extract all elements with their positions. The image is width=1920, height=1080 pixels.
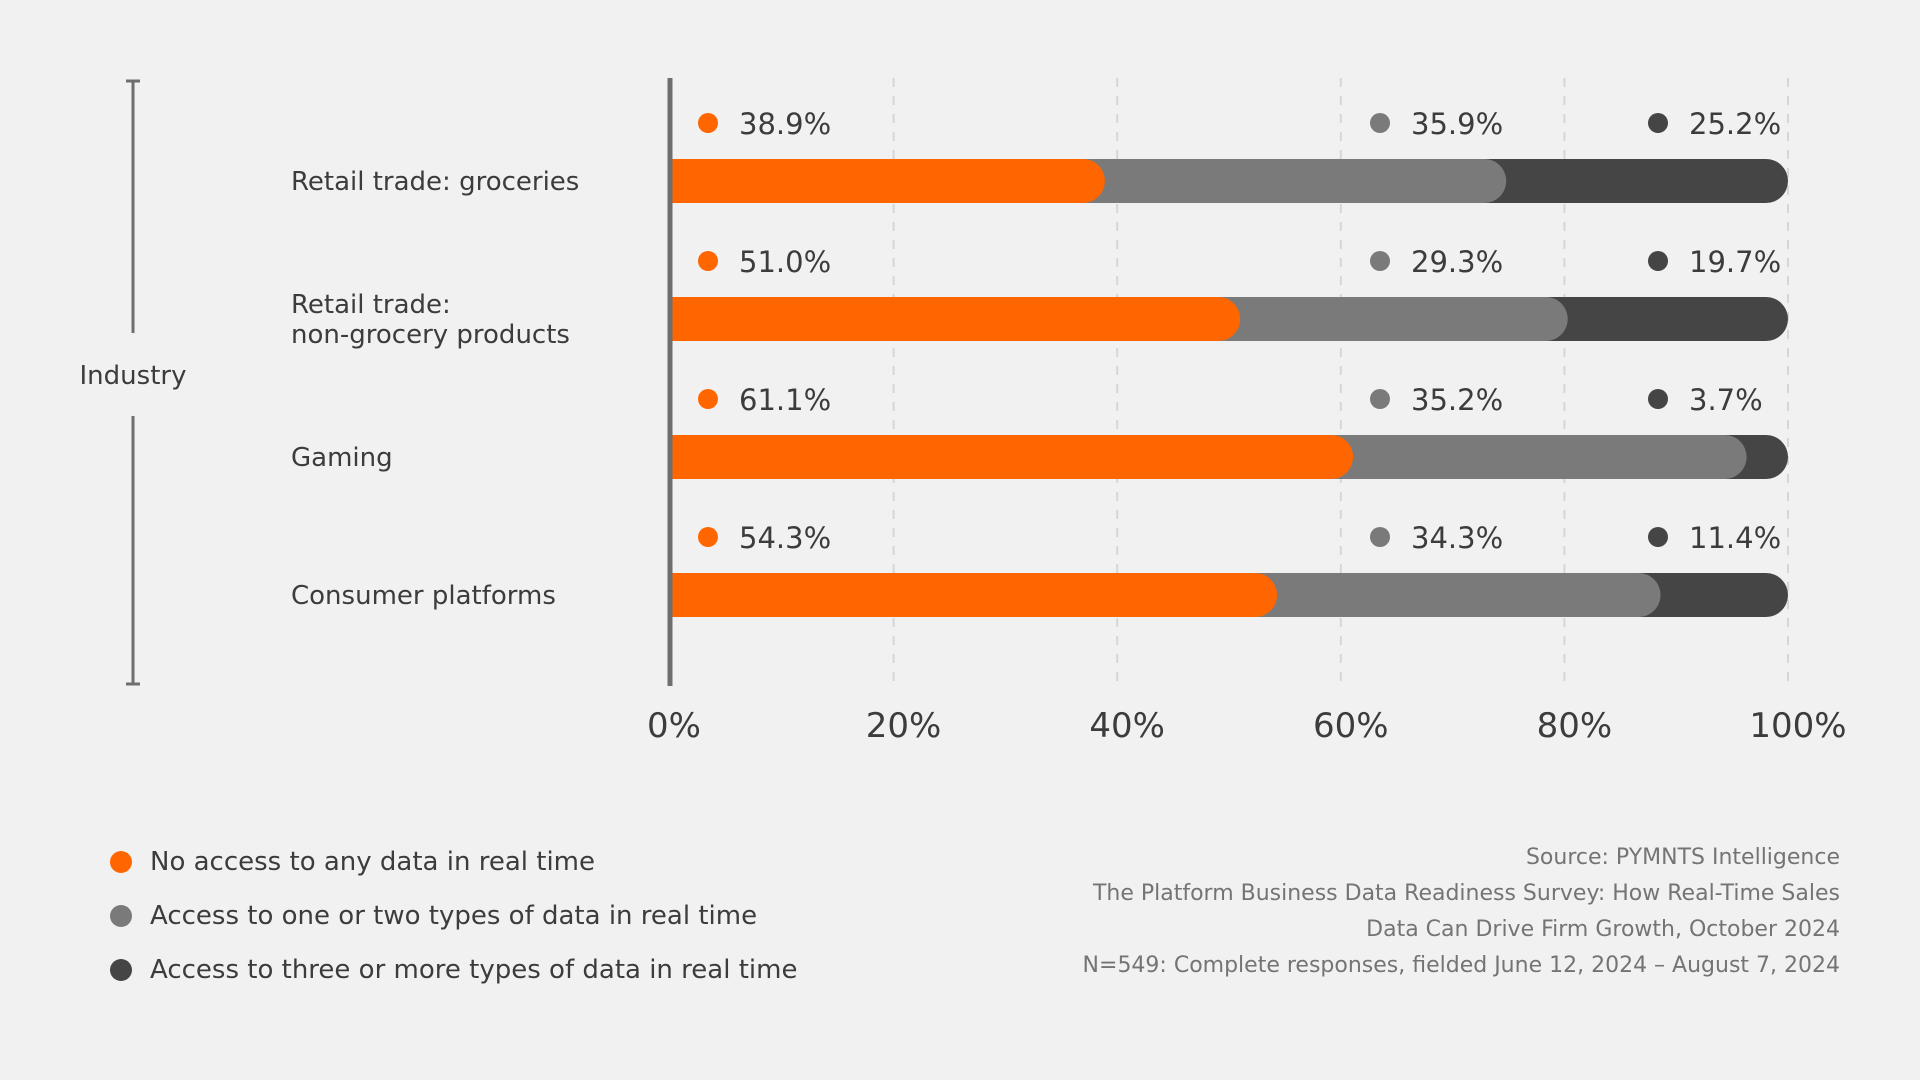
source-note: Source: PYMNTS Intelligence The Platform… (1083, 840, 1840, 984)
y-group-label: Industry (80, 361, 187, 391)
source-line: The Platform Business Data Readiness Sur… (1092, 881, 1840, 906)
legend-swatch-three-or-more (110, 959, 132, 981)
data-label-dot (1648, 113, 1668, 133)
data-label: 34.3% (1411, 521, 1503, 555)
x-tick-label: 100% (1749, 706, 1846, 746)
bar-segment (670, 159, 1105, 203)
data-label: 61.1% (739, 383, 831, 417)
legend-swatch-no-access (110, 851, 132, 873)
data-label-dot (1648, 527, 1668, 547)
legend-item-one-or-two: Access to one or two types of data in re… (110, 889, 797, 943)
data-label-dot (1370, 389, 1390, 409)
data-label-dot (698, 527, 718, 547)
legend: No access to any data in real time Acces… (110, 835, 797, 997)
data-label-dot (698, 389, 718, 409)
data-label-dot (1648, 251, 1668, 271)
x-tick-label: 20% (866, 706, 942, 746)
category-label: Consumer platforms (291, 581, 556, 611)
x-tick-label: 0% (647, 706, 701, 746)
x-tick-label: 80% (1537, 706, 1613, 746)
data-label: 38.9% (739, 107, 831, 141)
data-label: 3.7% (1689, 383, 1763, 417)
category-label: Retail trade: (291, 290, 451, 320)
data-label-dot (1370, 251, 1390, 271)
source-line: Source: PYMNTS Intelligence (1525, 845, 1840, 870)
legend-label-one-or-two: Access to one or two types of data in re… (150, 901, 758, 931)
category-label: non-grocery products (291, 320, 570, 350)
bar-segment (1484, 159, 1788, 203)
bar-segment (670, 297, 1241, 341)
bar-segment (1255, 573, 1661, 617)
bar-segment (1218, 297, 1568, 341)
x-tick-label: 40% (1089, 706, 1165, 746)
data-label-dot (698, 113, 718, 133)
legend-item-three-or-more: Access to three or more types of data in… (110, 943, 797, 997)
category-label: Retail trade: groceries (291, 167, 579, 197)
data-label: 29.3% (1411, 245, 1503, 279)
bar-segment (1331, 435, 1747, 479)
legend-label-no-access: No access to any data in real time (150, 847, 595, 877)
legend-label-three-or-more: Access to three or more types of data in… (150, 955, 798, 985)
data-label-dot (1648, 389, 1668, 409)
data-label: 25.2% (1689, 107, 1781, 141)
legend-item-no-access: No access to any data in real time (110, 835, 797, 889)
source-line: N=549: Complete responses, fielded June … (1082, 953, 1840, 978)
bar-segment (670, 435, 1354, 479)
bar-segment (1545, 297, 1788, 341)
data-label: 51.0% (739, 245, 831, 279)
data-label: 54.3% (739, 521, 831, 555)
data-label: 19.7% (1689, 245, 1781, 279)
data-label-dot (1370, 113, 1390, 133)
data-label: 35.2% (1411, 383, 1503, 417)
data-label-dot (1370, 527, 1390, 547)
data-label: 11.4% (1689, 521, 1781, 555)
data-label: 35.9% (1411, 107, 1503, 141)
legend-swatch-one-or-two (110, 905, 132, 927)
category-label: Gaming (291, 443, 393, 473)
bar-segment (670, 573, 1278, 617)
bar-segment (1082, 159, 1507, 203)
source-line: Data Can Drive Firm Growth, October 2024 (1366, 917, 1840, 942)
data-label-dot (698, 251, 718, 271)
bar-segment (1638, 573, 1788, 617)
x-tick-label: 60% (1313, 706, 1389, 746)
